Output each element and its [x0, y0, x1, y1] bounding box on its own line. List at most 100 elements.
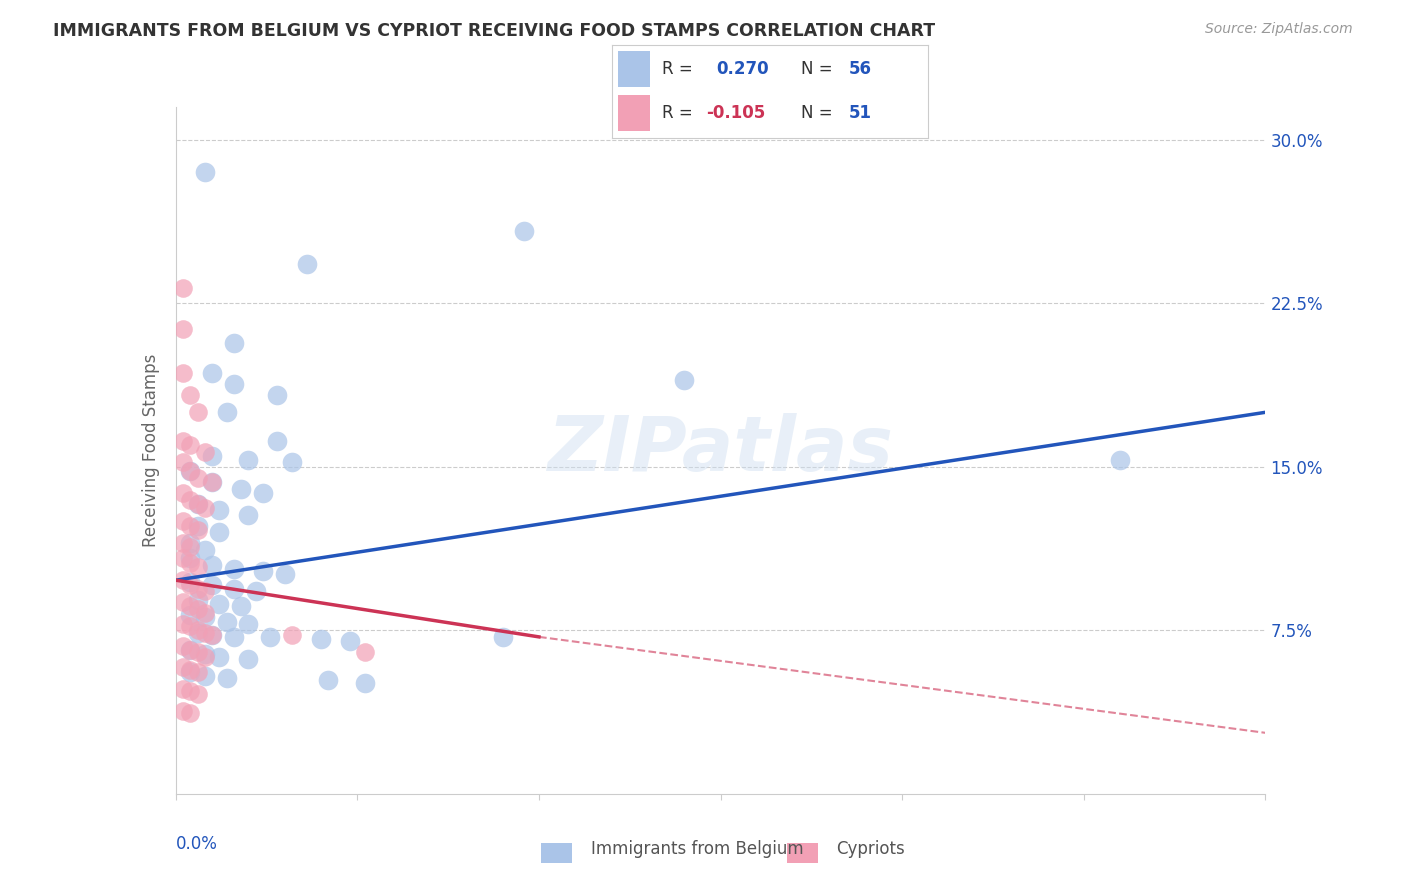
- Text: R =: R =: [662, 60, 699, 78]
- Text: N =: N =: [801, 104, 838, 122]
- Point: [259, 630, 281, 644]
- Point: [186, 405, 209, 419]
- Point: [222, 335, 245, 350]
- Point: [295, 257, 318, 271]
- Point: [186, 665, 209, 679]
- Point: [186, 592, 209, 607]
- Point: [186, 560, 209, 574]
- Point: [208, 525, 231, 540]
- Point: [172, 366, 194, 380]
- Point: [179, 541, 201, 555]
- Point: [201, 558, 224, 572]
- Point: [186, 601, 209, 615]
- Point: [252, 565, 274, 579]
- Point: [208, 597, 231, 611]
- Point: [318, 673, 340, 688]
- Point: [231, 482, 253, 496]
- Point: [179, 706, 201, 721]
- Point: [172, 639, 194, 653]
- Point: [222, 376, 245, 391]
- Point: [252, 486, 274, 500]
- Point: [238, 651, 260, 665]
- Point: [238, 508, 260, 522]
- Point: [179, 665, 201, 679]
- Point: [186, 582, 209, 596]
- Point: [238, 616, 260, 631]
- Point: [231, 599, 253, 614]
- Text: -0.105: -0.105: [707, 104, 766, 122]
- Point: [194, 648, 217, 662]
- Point: [194, 610, 217, 624]
- Point: [201, 475, 224, 489]
- Point: [208, 649, 231, 664]
- Point: [339, 634, 361, 648]
- Point: [281, 455, 304, 469]
- Bar: [619, 95, 650, 131]
- Point: [222, 562, 245, 576]
- Point: [194, 584, 217, 599]
- Point: [179, 536, 201, 550]
- Point: [172, 455, 194, 469]
- Point: [201, 475, 224, 489]
- Point: [194, 501, 217, 516]
- Point: [186, 645, 209, 659]
- Point: [186, 518, 209, 533]
- Y-axis label: Receiving Food Stamps: Receiving Food Stamps: [142, 354, 160, 547]
- Point: [186, 471, 209, 485]
- Point: [201, 577, 224, 591]
- Point: [201, 628, 224, 642]
- Point: [201, 366, 224, 380]
- Point: [201, 449, 224, 463]
- Point: [194, 625, 217, 640]
- Point: [492, 630, 515, 644]
- Point: [194, 165, 217, 179]
- Point: [194, 606, 217, 620]
- Point: [179, 643, 201, 657]
- Point: [172, 682, 194, 697]
- Point: [172, 704, 194, 718]
- Point: [179, 599, 201, 614]
- Point: [172, 536, 194, 550]
- Point: [194, 649, 217, 664]
- Point: [179, 551, 201, 566]
- Point: [172, 660, 194, 674]
- Point: [179, 643, 201, 657]
- Point: [266, 388, 288, 402]
- Text: IMMIGRANTS FROM BELGIUM VS CYPRIOT RECEIVING FOOD STAMPS CORRELATION CHART: IMMIGRANTS FROM BELGIUM VS CYPRIOT RECEI…: [53, 22, 935, 40]
- Point: [194, 669, 217, 683]
- Text: 56: 56: [849, 60, 872, 78]
- Text: N =: N =: [801, 60, 838, 78]
- Point: [1109, 453, 1132, 467]
- Point: [673, 373, 696, 387]
- Point: [215, 615, 238, 629]
- Point: [194, 542, 217, 557]
- Point: [201, 628, 224, 642]
- Point: [172, 573, 194, 587]
- Point: [179, 608, 201, 623]
- Text: Immigrants from Belgium: Immigrants from Belgium: [591, 840, 803, 858]
- Text: R =: R =: [662, 104, 699, 122]
- Point: [215, 405, 238, 419]
- Point: [179, 492, 201, 507]
- Point: [179, 619, 201, 633]
- Bar: [619, 51, 650, 87]
- Point: [179, 575, 201, 590]
- Text: 0.0%: 0.0%: [176, 835, 218, 853]
- Point: [222, 630, 245, 644]
- Point: [179, 663, 201, 677]
- Text: 51: 51: [849, 104, 872, 122]
- Point: [353, 675, 375, 690]
- Point: [172, 281, 194, 295]
- Text: ZIPatlas: ZIPatlas: [547, 414, 894, 487]
- Point: [194, 444, 217, 458]
- Point: [179, 464, 201, 478]
- Text: Cypriots: Cypriots: [837, 840, 905, 858]
- Point: [179, 577, 201, 591]
- Point: [172, 486, 194, 500]
- Point: [215, 671, 238, 685]
- Point: [179, 518, 201, 533]
- Point: [172, 551, 194, 566]
- Point: [172, 434, 194, 448]
- Point: [179, 438, 201, 452]
- Point: [179, 684, 201, 698]
